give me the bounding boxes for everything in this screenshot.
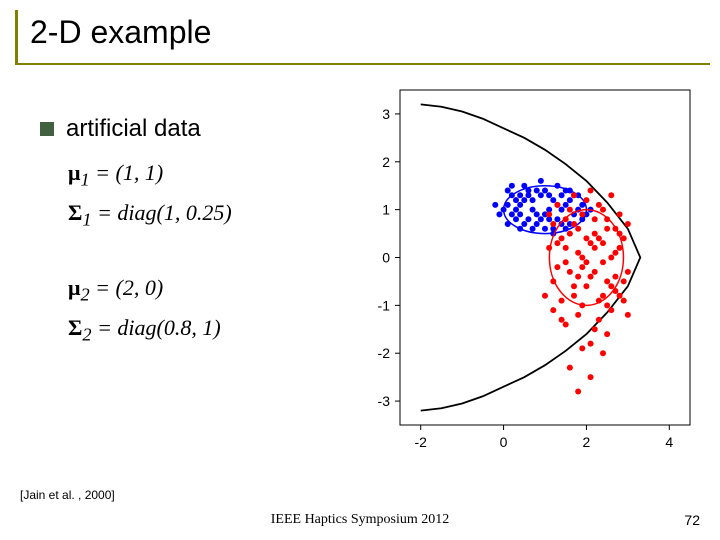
svg-text:2: 2	[583, 434, 591, 450]
svg-text:2: 2	[382, 154, 390, 170]
equation-sigma2: Σ2 = diag(0.8, 1)	[68, 315, 221, 345]
title-bar: 2-D example	[15, 10, 710, 65]
chart-svg: -2 0 2 4 -3 -2 -1 0 1 2 3	[355, 80, 700, 460]
svg-text:-3: -3	[378, 393, 391, 409]
bullet-text: artificial data	[66, 115, 201, 143]
equation-mu2: μ2 = (2, 0)	[68, 275, 163, 305]
svg-text:0: 0	[382, 250, 390, 266]
bullet-row: artificial data	[40, 115, 201, 143]
scatter-chart: -2 0 2 4 -3 -2 -1 0 1 2 3	[355, 80, 700, 460]
slide-title: 2-D example	[30, 14, 710, 51]
equation-sigma1: Σ1 = diag(1, 0.25)	[68, 200, 232, 230]
footer-text: IEEE Haptics Symposium 2012	[0, 512, 720, 528]
svg-text:-2: -2	[414, 434, 427, 450]
svg-text:-2: -2	[378, 345, 391, 361]
equation-mu1: μ1 = (1, 1)	[68, 160, 163, 190]
bullet-icon	[40, 122, 54, 136]
page-number: 72	[684, 512, 700, 528]
svg-text:-1: -1	[378, 297, 391, 313]
svg-text:1: 1	[382, 202, 390, 218]
citation: [Jain et al. , 2000]	[20, 488, 115, 502]
svg-text:3: 3	[382, 106, 390, 122]
svg-text:4: 4	[665, 434, 673, 450]
svg-text:0: 0	[500, 434, 508, 450]
